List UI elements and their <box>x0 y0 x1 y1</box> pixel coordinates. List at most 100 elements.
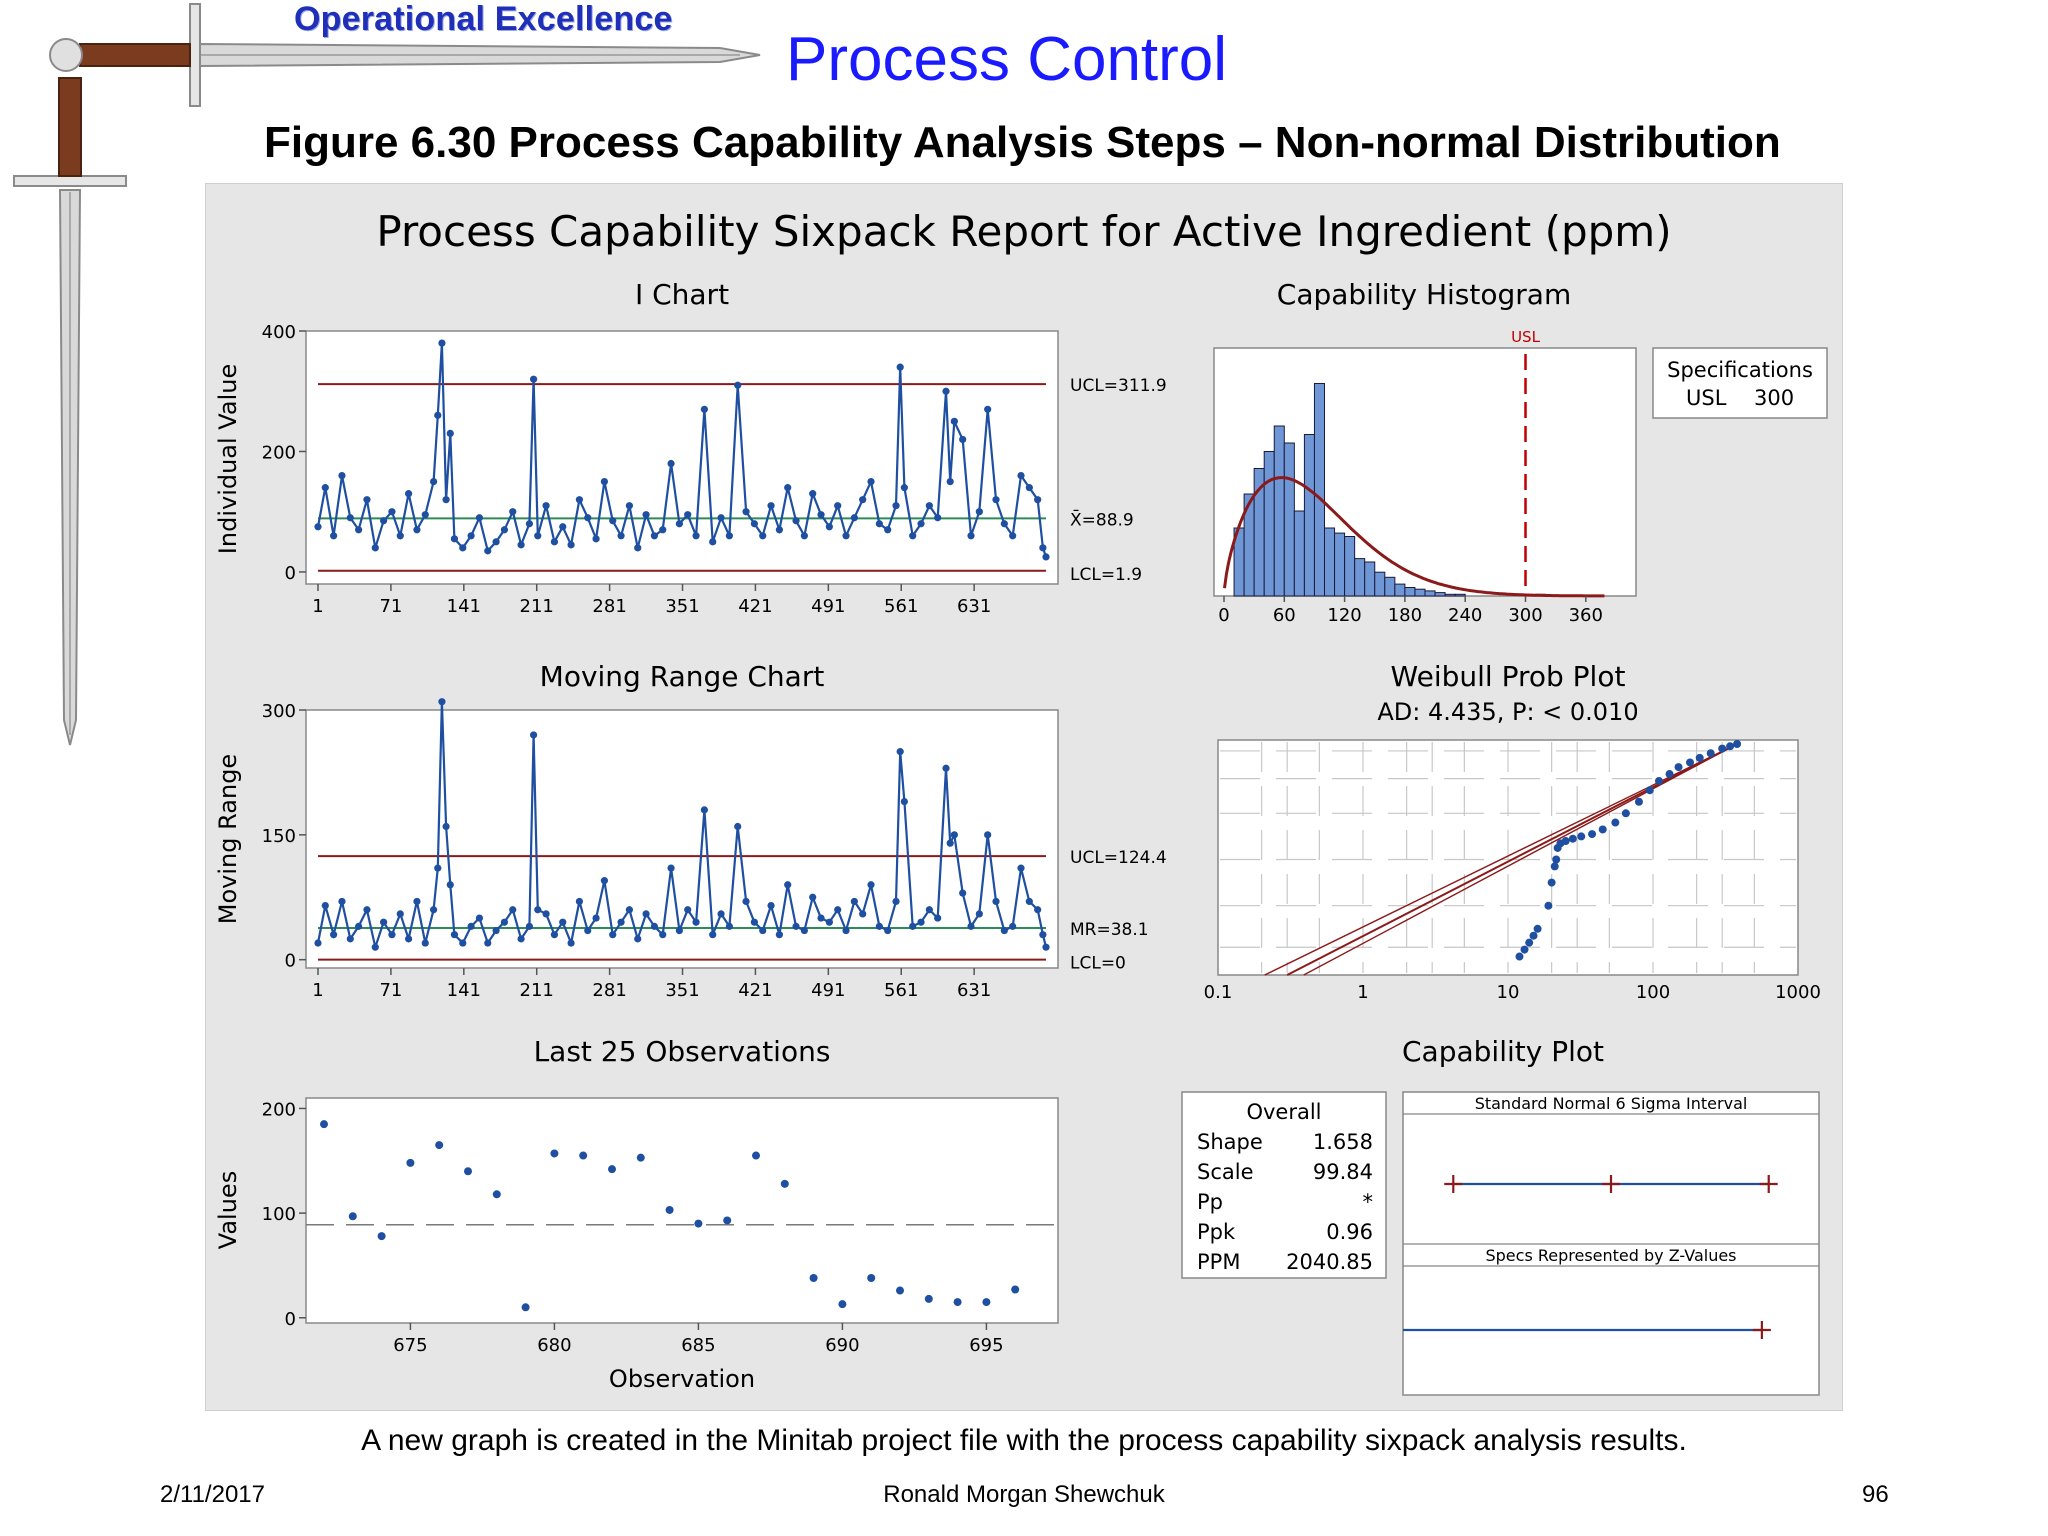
histogram-xtick-label: 360 <box>1569 605 1603 626</box>
mr-chart-point <box>784 881 792 889</box>
i-chart-point <box>542 502 550 510</box>
overall-stat-value: 1.658 <box>1313 1130 1373 1154</box>
last25-point <box>435 1141 444 1150</box>
page-title: Process Control <box>786 25 1228 94</box>
last25-plot-area <box>305 1097 1059 1324</box>
overall-stat-label: Pp <box>1197 1190 1223 1214</box>
capability-plot: Capability Plot Overall Shape 1.658 Scale 9… <box>1181 1035 1820 1396</box>
i-chart-point <box>405 490 413 498</box>
mr-chart-point <box>792 922 800 930</box>
i-chart-point <box>438 339 446 347</box>
weibull-point <box>1726 742 1735 751</box>
i-chart-point <box>600 477 609 486</box>
i-chart-xtick-label: 631 <box>957 596 991 617</box>
i-chart-point <box>1042 553 1050 561</box>
i-chart-point <box>942 387 950 395</box>
last25-xtick-label: 680 <box>537 1335 571 1356</box>
mr-chart-xtick-label: 351 <box>665 980 699 1001</box>
mr-chart-point <box>759 926 767 935</box>
i-chart-ytick-label: 0 <box>285 563 296 584</box>
i-chart-point <box>759 532 767 540</box>
i-chart-point <box>809 490 817 498</box>
i-chart-point <box>975 508 983 516</box>
mr-chart-point <box>567 939 575 947</box>
i-chart-xtick-label: 211 <box>520 596 554 617</box>
i-chart-xtick-label: 351 <box>665 596 699 617</box>
usl-label: USL <box>1511 328 1541 346</box>
mr-chart-point <box>434 864 442 872</box>
i-chart-point <box>338 471 346 480</box>
weibull-point <box>1686 758 1695 767</box>
mr-chart-point <box>834 906 842 914</box>
i-chart-xtick-label: 561 <box>884 596 918 617</box>
histogram-bar <box>1384 576 1396 597</box>
i-chart-point <box>625 502 634 510</box>
i-chart-point <box>314 523 322 531</box>
weibull-point <box>1733 740 1742 748</box>
last25-point <box>492 1190 501 1199</box>
i-chart-point <box>388 508 396 516</box>
mr-chart-point <box>642 910 650 918</box>
i-chart-point <box>450 535 459 543</box>
weibull-point <box>1520 945 1529 954</box>
mr-chart-point <box>946 839 954 847</box>
last25-point <box>752 1151 760 1160</box>
last25-point <box>780 1179 789 1188</box>
histogram-xtick-label: 60 <box>1273 605 1296 626</box>
footer-author: Ronald Morgan Shewchuk <box>883 1481 1165 1508</box>
histogram-bar <box>1364 561 1376 597</box>
mr-chart-point <box>667 864 675 872</box>
i-chart-point <box>346 514 354 522</box>
last25-point <box>608 1165 616 1174</box>
i-chart-point <box>817 511 825 519</box>
i-chart-point <box>575 496 584 504</box>
last-25-observations: Last 25 Observations Values Observation … <box>214 1035 1059 1393</box>
mr-chart-point <box>750 918 758 926</box>
histogram-xtick-label: 240 <box>1448 605 1482 626</box>
mr-chart-point <box>950 831 958 839</box>
mr-chart-point <box>517 935 525 943</box>
report-title: Process Capability Sixpack Report for Ac… <box>376 207 1671 256</box>
last25-point <box>867 1274 876 1282</box>
i-chart-point <box>434 411 442 419</box>
weibull-point <box>1525 938 1534 947</box>
i-chart-ytick-label: 400 <box>262 322 296 343</box>
i-chart-point <box>371 544 379 552</box>
mr-chart-point <box>609 931 617 939</box>
overall-stat-value: 0.96 <box>1326 1220 1373 1244</box>
last25-ytick-label: 0 <box>285 1309 296 1330</box>
mr-chart-point <box>1000 926 1008 935</box>
i-chart-point <box>363 496 371 504</box>
mr-chart-point <box>617 918 625 926</box>
i-chart-ylabel: Individual Value <box>214 364 242 554</box>
i-chart-ytick-label: 200 <box>262 442 296 463</box>
i-chart-point <box>684 511 692 519</box>
mr-chart-point <box>742 897 750 906</box>
mr-chart-point <box>975 910 983 918</box>
mr-chart-point <box>884 926 892 935</box>
i-chart-point <box>675 520 683 528</box>
mr-chart-point <box>413 897 421 906</box>
i-chart-point <box>634 544 642 552</box>
i-chart-point <box>925 502 933 510</box>
mr-chart-point <box>967 922 975 930</box>
mr-chart-point <box>438 698 446 706</box>
i-chart-point <box>509 508 517 516</box>
specifications-usl-value: 300 <box>1754 386 1794 410</box>
i-chart-point <box>950 417 958 425</box>
overall-stat-value: 2040.85 <box>1286 1250 1373 1274</box>
i-chart-point <box>1034 496 1042 504</box>
i-chart-point <box>842 532 850 540</box>
weibull-point <box>1533 924 1542 933</box>
last25-point <box>579 1151 588 1160</box>
overall-title: Overall <box>1246 1100 1321 1124</box>
i-chart-point <box>550 538 559 546</box>
histogram-bar <box>1414 588 1426 597</box>
last25-ylabel: Values <box>214 1171 242 1249</box>
i-chart-xtick-label: 1 <box>312 596 323 617</box>
i-chart-point <box>330 532 338 540</box>
last25-point <box>550 1149 559 1158</box>
i-chart-point <box>884 526 892 534</box>
i-chart-point <box>667 459 675 468</box>
mr-chart-point <box>484 939 492 947</box>
